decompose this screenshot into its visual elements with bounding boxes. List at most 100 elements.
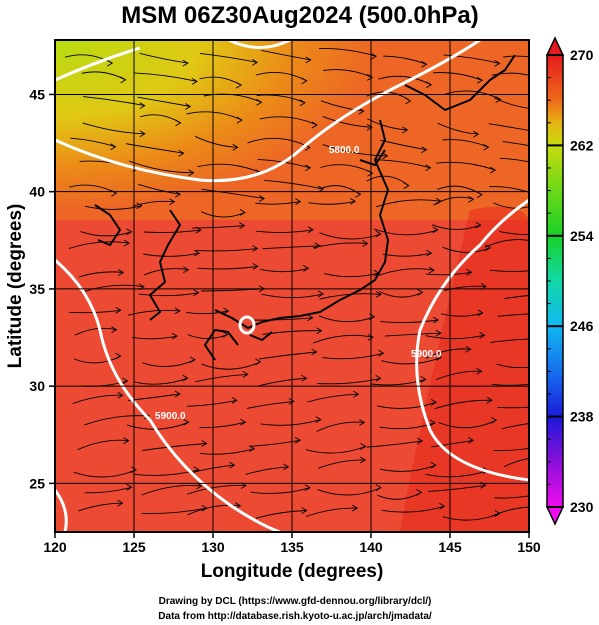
- streamline: [501, 423, 529, 430]
- streamline: [434, 399, 493, 410]
- streamline: [256, 71, 307, 82]
- streamline: [494, 495, 529, 499]
- streamline-arrow: [425, 81, 433, 89]
- streamline: [77, 439, 129, 451]
- streamline: [503, 295, 529, 300]
- streamline-arrow: [301, 374, 308, 382]
- streamline-arrow: [537, 505, 542, 511]
- streamline: [142, 359, 196, 367]
- streamline: [379, 291, 423, 298]
- streamline: [128, 160, 194, 174]
- x-tick-label: 150: [517, 539, 541, 555]
- streamline-arrow: [301, 507, 308, 514]
- streamline-arrow: [426, 249, 433, 257]
- streamline-arrow: [317, 185, 325, 193]
- streamline: [312, 334, 374, 344]
- streamline-arrow: [115, 306, 122, 314]
- streamline: [70, 137, 116, 148]
- y-tick-label: 35: [29, 281, 45, 297]
- y-tick-label: 40: [29, 184, 45, 200]
- streamline: [433, 196, 474, 206]
- streamline: [261, 49, 311, 61]
- streamline-arrow: [429, 419, 436, 427]
- streamline: [81, 284, 144, 293]
- streamline-arrow: [242, 371, 249, 378]
- streamline: [496, 363, 529, 369]
- streamline: [503, 55, 529, 58]
- streamline-arrow: [534, 201, 539, 207]
- streamline: [431, 439, 474, 448]
- streamline-arrow: [169, 198, 176, 206]
- streamline: [246, 400, 294, 409]
- streamline-arrow: [258, 195, 266, 202]
- streamline-arrow: [307, 226, 314, 234]
- streamline-arrow: [359, 419, 366, 426]
- streamline-arrow: [315, 416, 322, 423]
- streamline: [320, 164, 373, 174]
- streamline: [375, 199, 442, 208]
- streamline: [84, 205, 142, 210]
- streamline: [137, 96, 191, 107]
- streamline: [306, 507, 358, 517]
- streamline-arrow: [430, 398, 437, 406]
- streamline: [78, 271, 124, 278]
- streamline-arrow: [486, 396, 493, 404]
- streamline: [320, 100, 364, 112]
- streamline: [141, 485, 202, 496]
- coastlines: [94, 54, 516, 361]
- streamline-arrow: [360, 443, 367, 450]
- streamline-arrow: [466, 268, 473, 276]
- streamline: [491, 383, 529, 386]
- streamline-arrow: [183, 266, 190, 274]
- streamline: [78, 502, 123, 512]
- colorbar-tick-label: 254: [570, 228, 594, 244]
- streamline-arrow: [417, 289, 424, 296]
- colorbar-tick-label: 238: [570, 409, 594, 425]
- streamline-arrow: [117, 269, 125, 276]
- streamline-arrow: [311, 121, 318, 129]
- streamline: [132, 335, 178, 340]
- streamline: [138, 292, 199, 297]
- streamline-arrow: [420, 376, 427, 383]
- streamline: [142, 443, 207, 451]
- streamline: [502, 141, 529, 147]
- streamline-arrow: [139, 130, 146, 138]
- streamline-arrow: [178, 149, 185, 157]
- streamline: [134, 377, 188, 385]
- streamline-arrow: [130, 466, 137, 474]
- streamline-arrow: [370, 52, 377, 60]
- streamline: [442, 139, 489, 148]
- x-tick-label: 145: [438, 539, 462, 555]
- streamline: [187, 485, 247, 495]
- streamline-arrow: [188, 169, 195, 177]
- streamline: [489, 338, 529, 344]
- streamline-arrow: [367, 333, 374, 341]
- chart-title: MSM 06Z30Aug2024 (500.0hPa): [121, 2, 478, 29]
- colorbar-tick-label: 230: [570, 499, 594, 515]
- streamline: [138, 183, 181, 195]
- streamline: [143, 268, 189, 276]
- streamline: [443, 54, 500, 64]
- streamline-arrow: [435, 329, 442, 337]
- streamline-arrow: [251, 59, 259, 66]
- streamline: [305, 446, 366, 454]
- streamline-arrow: [110, 143, 117, 151]
- streamline-arrow: [494, 510, 501, 517]
- streamline: [381, 505, 445, 513]
- streamline-arrow: [439, 502, 446, 510]
- streamline: [139, 52, 188, 64]
- streamline: [125, 143, 184, 154]
- streamline-arrow: [538, 130, 543, 136]
- y-tick-label: 45: [29, 86, 45, 102]
- streamline: [316, 421, 365, 432]
- x-tick-label: 135: [280, 539, 304, 555]
- y-axis: 25 30 35 40 45: [29, 86, 55, 491]
- streamline-arrow: [299, 99, 306, 107]
- contour-label: 5900.0: [411, 349, 442, 360]
- streamline-arrow: [314, 242, 321, 250]
- streamline-arrow: [288, 398, 295, 405]
- streamline-arrow: [117, 499, 124, 507]
- streamline-arrow: [432, 226, 439, 234]
- streamline: [484, 239, 529, 248]
- streamline-arrow: [367, 74, 374, 81]
